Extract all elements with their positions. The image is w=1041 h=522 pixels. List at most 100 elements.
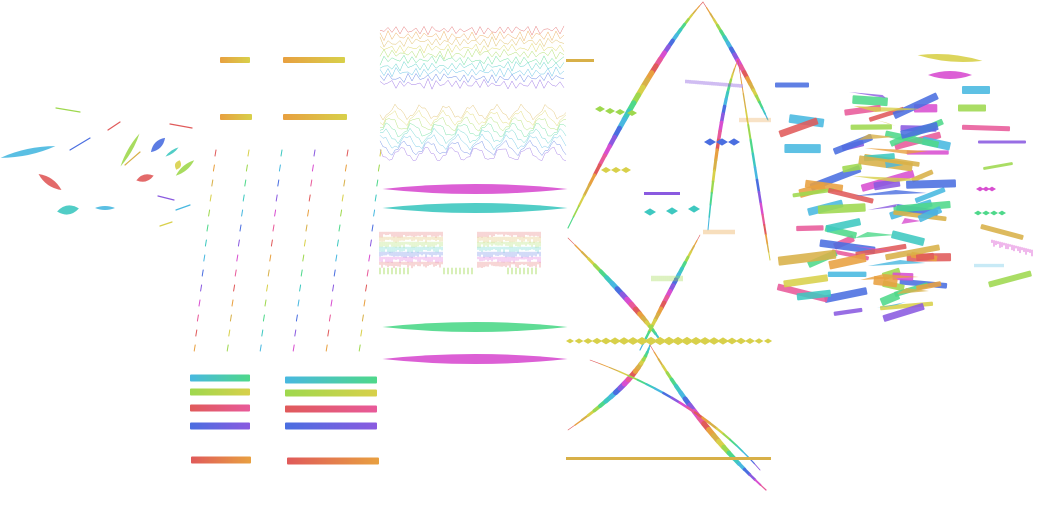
bundle-bar: [784, 144, 821, 154]
diamond-chain: [689, 336, 703, 346]
bundle-bar: [879, 291, 900, 306]
scatter-lens: [174, 160, 182, 170]
ribbon-curve: [587, 173, 597, 187]
dash-mark: [274, 209, 277, 217]
bundle-bar: [884, 130, 940, 148]
scatter-lens: [120, 133, 140, 167]
ribbon-curve: [766, 243, 770, 253]
ribbon-curve: [653, 351, 660, 360]
ribbon-curve: [763, 223, 767, 236]
ribbon-curve: [574, 244, 583, 253]
bundle-bar: [916, 281, 942, 291]
bundle-bar: [796, 289, 832, 301]
ribbon-curve: [747, 123, 752, 141]
far-right-glyph-cluster: [917, 53, 1033, 288]
ribbon-curve: [759, 484, 767, 491]
ribbon-curve: [741, 450, 750, 459]
diamond-mark: [627, 110, 637, 116]
ribbon-curve: [711, 169, 716, 183]
squiggle-line: [379, 139, 567, 157]
thick-bar: [190, 422, 250, 430]
glyph-bar: [980, 224, 1024, 240]
ribbon-curve: [599, 363, 611, 368]
diamond-chain: [600, 337, 612, 345]
dash-mark: [325, 344, 328, 352]
wedge-tip: [854, 190, 927, 196]
bundle-bar: [906, 179, 957, 189]
ribbon-curve: [708, 204, 712, 218]
glyph-bar: [961, 124, 1011, 132]
diamond-mark: [605, 108, 615, 114]
dash-mark: [259, 344, 262, 352]
ribbon-curve: [729, 438, 738, 447]
squiggle-line: [379, 133, 567, 151]
bundle-bar: [796, 225, 824, 232]
diamond-chain: [635, 336, 649, 346]
gold-bar: [283, 114, 347, 120]
bundle-bar: [880, 301, 934, 311]
ribbon-curve: [722, 432, 732, 441]
dash-mark: [212, 164, 215, 172]
scatter-lens: [150, 137, 166, 153]
ribbon-curve: [764, 233, 769, 245]
bundle-bar: [842, 163, 862, 173]
ribbon-curve: [657, 358, 664, 367]
dash-mark: [229, 314, 232, 322]
bundle-bar: [893, 200, 951, 214]
wave-line: [379, 66, 565, 78]
dash-mark: [310, 179, 313, 187]
diamond-chain: [735, 337, 747, 345]
wedge-tip: [896, 288, 929, 294]
scatter-lens: [95, 206, 115, 210]
thick-bar: [285, 405, 377, 413]
long-lens: [382, 203, 568, 213]
wedge-tip: [852, 246, 907, 252]
thick-bar: [285, 376, 377, 384]
waveform-panel-cluster: [379, 25, 594, 364]
diamond-chain: [716, 337, 730, 345]
wave-line: [379, 30, 565, 42]
squiggle-line: [379, 109, 567, 127]
ribbon-curve: [759, 202, 764, 216]
gold-bar: [220, 57, 250, 63]
dash-mark: [203, 254, 206, 262]
dash-mark: [236, 254, 239, 262]
dash-mark: [272, 224, 275, 232]
bundle-bar: [852, 95, 888, 107]
squiggle-line: [379, 116, 567, 132]
wave-line: [379, 48, 565, 61]
ribbon-curve: [761, 107, 767, 115]
ribbon-curve: [755, 178, 761, 194]
ribbon-curve: [589, 359, 601, 364]
ribbon-curve: [618, 370, 630, 377]
ribbon-curve: [714, 148, 719, 162]
ribbon-curve: [702, 1, 707, 9]
wedge-tip: [858, 134, 895, 140]
dash-mark: [307, 209, 310, 217]
dash-mark: [200, 284, 203, 292]
diamond-chain: [754, 338, 764, 344]
ribbon-curve: [649, 344, 655, 353]
ribbon-curve: [699, 1, 704, 7]
long-lens: [382, 184, 568, 194]
gold-bar: [283, 57, 345, 63]
diamond-mark: [611, 167, 621, 173]
dash-mark: [344, 164, 347, 172]
ribbon-curve: [749, 138, 754, 155]
dash-mark: [264, 299, 267, 307]
wedge-tip: [867, 204, 898, 210]
glyph-lens: [928, 71, 972, 79]
dash-mark: [208, 209, 211, 217]
diamond-chain: [662, 336, 676, 346]
dash-mark: [377, 164, 380, 172]
diamond-chain: [583, 338, 593, 344]
thick-bar: [190, 388, 250, 396]
dash-mark: [195, 329, 198, 337]
dash-mark: [327, 329, 330, 337]
scatter-lens: [165, 147, 179, 157]
diamond-chain: [609, 337, 621, 345]
short-bar: [644, 192, 680, 195]
glyph-diamond: [990, 210, 998, 216]
ribbon-curve: [644, 330, 651, 340]
